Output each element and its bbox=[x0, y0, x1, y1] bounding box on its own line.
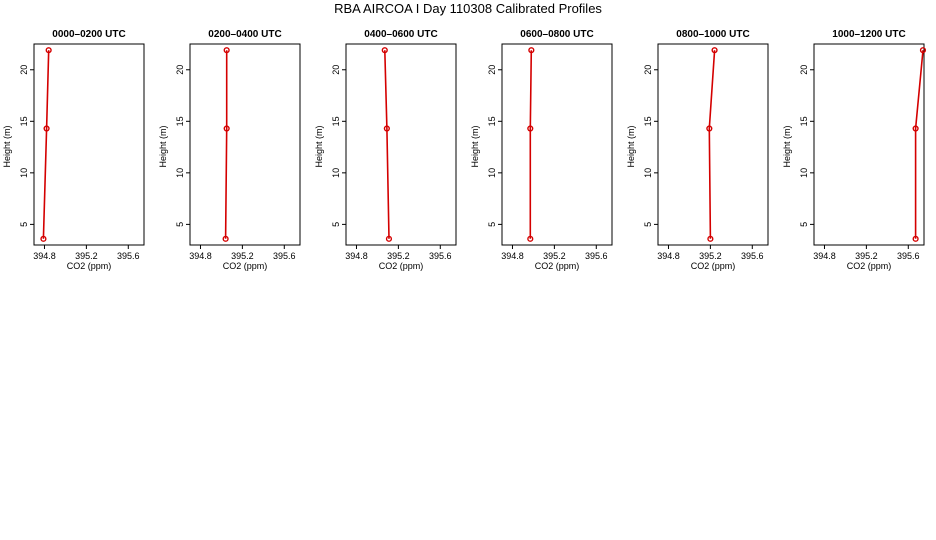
x-tick-label: 395.6 bbox=[429, 251, 452, 261]
x-axis-label: CO2 (ppm) bbox=[535, 261, 580, 271]
y-tick-label: 15 bbox=[19, 116, 29, 126]
data-point bbox=[381, 47, 388, 54]
profile-panel: 0000–0200 UTC 394.8 395.2 395.6 5 10 15 20 CO2 (… bbox=[2, 29, 145, 271]
y-axis-label: Height (m) bbox=[626, 125, 636, 167]
y-axis-label: Height (m) bbox=[158, 125, 168, 167]
profile-line bbox=[708, 50, 716, 239]
data-point bbox=[383, 125, 390, 132]
plot-frame bbox=[345, 43, 457, 246]
profile-line bbox=[42, 50, 50, 239]
plot-frame bbox=[657, 43, 769, 246]
plot-frame bbox=[813, 43, 925, 246]
x-tick-label: 395.2 bbox=[387, 251, 410, 261]
x-tick-label: 394.8 bbox=[657, 251, 680, 261]
y-tick-label: 20 bbox=[799, 65, 809, 75]
y-axis-label: Height (m) bbox=[782, 125, 792, 167]
x-axis-label: CO2 (ppm) bbox=[691, 261, 736, 271]
data-point bbox=[707, 235, 714, 242]
y-tick-label: 5 bbox=[331, 222, 341, 227]
y-tick-label: 5 bbox=[19, 222, 29, 227]
y-tick-label: 10 bbox=[175, 168, 185, 178]
data-point bbox=[45, 47, 52, 54]
data-point bbox=[527, 235, 534, 242]
y-tick-label: 15 bbox=[799, 116, 809, 126]
y-tick-label: 10 bbox=[19, 168, 29, 178]
profile-panel: 0400–0600 UTC 394.8 395.2 395.6 5 10 15 20 CO2 (… bbox=[314, 29, 457, 271]
x-axis-label: CO2 (ppm) bbox=[67, 261, 112, 271]
data-point bbox=[912, 125, 919, 132]
y-tick-label: 10 bbox=[487, 168, 497, 178]
y-tick-label: 20 bbox=[331, 65, 341, 75]
x-tick-label: 394.8 bbox=[33, 251, 56, 261]
data-point bbox=[527, 125, 534, 132]
profile-panel: 0200–0400 UTC 394.8 395.2 395.6 5 10 15 20 CO2 (… bbox=[158, 29, 301, 271]
y-tick-label: 20 bbox=[175, 65, 185, 75]
data-point bbox=[40, 235, 47, 242]
panel-title: 0200–0400 UTC bbox=[208, 29, 281, 40]
panel-title: 0600–0800 UTC bbox=[520, 29, 593, 40]
x-tick-label: 395.6 bbox=[897, 251, 920, 261]
y-tick-label: 15 bbox=[487, 116, 497, 126]
data-point bbox=[711, 47, 718, 54]
y-tick-label: 20 bbox=[487, 65, 497, 75]
panel-title: 0000–0200 UTC bbox=[52, 29, 125, 40]
x-tick-label: 394.8 bbox=[501, 251, 524, 261]
y-tick-label: 5 bbox=[487, 222, 497, 227]
profile-panel: 1000–1200 UTC 394.8 395.2 395.6 5 10 15 20 CO2 (… bbox=[782, 29, 927, 271]
x-tick-label: 395.6 bbox=[117, 251, 140, 261]
y-tick-label: 10 bbox=[331, 168, 341, 178]
x-tick-label: 395.6 bbox=[585, 251, 608, 261]
profile-line bbox=[914, 50, 924, 239]
data-point bbox=[385, 235, 393, 242]
y-tick-label: 15 bbox=[331, 116, 341, 126]
x-axis-label: CO2 (ppm) bbox=[847, 261, 892, 271]
x-tick-label: 394.8 bbox=[189, 251, 212, 261]
y-tick-label: 15 bbox=[643, 116, 653, 126]
x-tick-label: 395.2 bbox=[75, 251, 98, 261]
page-title: RBA AIRCOA I Day 110308 Calibrated Profi… bbox=[334, 1, 602, 16]
y-tick-label: 20 bbox=[643, 65, 653, 75]
plot-frame bbox=[501, 43, 613, 246]
x-tick-label: 395.2 bbox=[699, 251, 722, 261]
y-tick-label: 5 bbox=[643, 222, 653, 227]
x-tick-label: 395.6 bbox=[273, 251, 296, 261]
panel-title: 1000–1200 UTC bbox=[832, 29, 905, 40]
profile-panel: 0800–1000 UTC 394.8 395.2 395.6 5 10 15 20 CO2 (… bbox=[626, 29, 769, 271]
profile-line bbox=[384, 50, 390, 239]
x-tick-label: 395.2 bbox=[543, 251, 566, 261]
panel-title: 0400–0600 UTC bbox=[364, 29, 437, 40]
y-axis-label: Height (m) bbox=[314, 125, 324, 167]
y-tick-label: 5 bbox=[175, 222, 185, 227]
profile-panel: 0600–0800 UTC 394.8 395.2 395.6 5 10 15 20 CO2 (… bbox=[470, 29, 613, 271]
profile-line bbox=[224, 50, 228, 239]
x-tick-label: 395.6 bbox=[741, 251, 764, 261]
x-tick-label: 394.8 bbox=[345, 251, 368, 261]
data-point bbox=[222, 235, 229, 242]
data-point bbox=[43, 125, 50, 132]
x-tick-label: 395.2 bbox=[855, 251, 878, 261]
panel-title: 0800–1000 UTC bbox=[676, 29, 749, 40]
data-point bbox=[223, 47, 230, 54]
y-tick-label: 15 bbox=[175, 116, 185, 126]
plot-frame bbox=[189, 43, 301, 246]
x-tick-label: 395.2 bbox=[231, 251, 254, 261]
data-point bbox=[223, 125, 230, 132]
y-tick-label: 20 bbox=[19, 65, 29, 75]
y-axis-label: Height (m) bbox=[2, 125, 12, 167]
data-point bbox=[706, 125, 713, 132]
data-point bbox=[528, 47, 535, 54]
x-tick-label: 394.8 bbox=[813, 251, 836, 261]
y-tick-label: 10 bbox=[799, 168, 809, 178]
profile-line bbox=[529, 50, 533, 239]
y-tick-label: 5 bbox=[799, 222, 809, 227]
plot-frame bbox=[33, 43, 145, 246]
x-axis-label: CO2 (ppm) bbox=[223, 261, 268, 271]
x-axis-label: CO2 (ppm) bbox=[379, 261, 424, 271]
y-axis-label: Height (m) bbox=[470, 125, 480, 167]
y-tick-label: 10 bbox=[643, 168, 653, 178]
data-point bbox=[912, 235, 919, 242]
data-point bbox=[919, 47, 927, 54]
